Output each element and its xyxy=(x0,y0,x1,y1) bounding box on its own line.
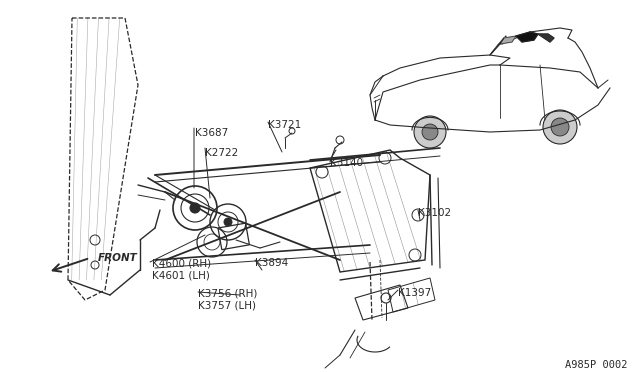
Text: K1397: K1397 xyxy=(398,288,431,298)
Polygon shape xyxy=(538,34,554,42)
Text: K2722: K2722 xyxy=(205,148,238,158)
Text: K3687: K3687 xyxy=(195,128,228,138)
Polygon shape xyxy=(490,38,504,55)
Polygon shape xyxy=(516,32,538,42)
Circle shape xyxy=(422,124,438,140)
Text: K3757 (LH): K3757 (LH) xyxy=(198,300,256,310)
Text: K4601 (LH): K4601 (LH) xyxy=(152,270,210,280)
Text: K3721: K3721 xyxy=(268,120,301,130)
Circle shape xyxy=(224,218,232,226)
Text: FRONT: FRONT xyxy=(98,253,138,263)
Circle shape xyxy=(543,110,577,144)
Text: K3102: K3102 xyxy=(418,208,451,218)
Text: K3140: K3140 xyxy=(330,158,363,168)
Text: K4600 (RH): K4600 (RH) xyxy=(152,258,211,268)
Bar xyxy=(218,223,250,250)
Circle shape xyxy=(414,116,446,148)
Text: K3894: K3894 xyxy=(255,258,288,268)
Text: K3756 (RH): K3756 (RH) xyxy=(198,288,257,298)
Circle shape xyxy=(190,203,200,213)
Text: A985P 0002: A985P 0002 xyxy=(565,360,627,370)
Polygon shape xyxy=(500,36,516,44)
Circle shape xyxy=(551,118,569,136)
